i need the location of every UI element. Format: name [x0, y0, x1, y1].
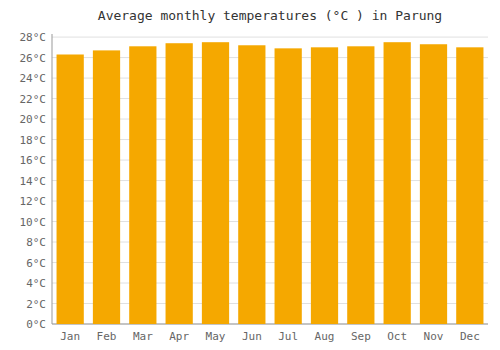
x-tick-label: Dec	[460, 330, 480, 343]
bar	[93, 50, 120, 324]
bar	[347, 46, 374, 324]
x-tick-label: Mar	[133, 330, 153, 343]
x-tick-label: May	[206, 330, 226, 343]
y-tick-label: 8°C	[26, 236, 46, 249]
x-tick-label: Jan	[60, 330, 80, 343]
y-tick-label: 10°C	[20, 216, 47, 229]
y-tick-label: 22°C	[20, 93, 47, 106]
y-tick-label: 4°C	[26, 277, 46, 290]
x-tick-label: Feb	[97, 330, 117, 343]
bars	[57, 42, 484, 324]
y-axis-line	[52, 34, 53, 324]
bar	[57, 54, 84, 324]
y-tick-label: 24°C	[20, 72, 47, 85]
bar	[202, 42, 229, 324]
x-tick-label: Sep	[351, 330, 371, 343]
title: Average monthly temperatures (°C ) in Pa…	[98, 8, 442, 23]
y-tick-label: 28°C	[20, 31, 47, 44]
bar	[384, 42, 411, 324]
x-tick-label: Apr	[169, 330, 189, 343]
bar	[129, 46, 156, 324]
bar	[275, 48, 302, 324]
y-tick-label: 26°C	[20, 52, 47, 65]
y-tick-label: 18°C	[20, 134, 47, 147]
x-tick-label: Jun	[242, 330, 262, 343]
y-tick-label: 0°C	[26, 318, 46, 331]
grid	[52, 37, 488, 324]
bar	[420, 44, 447, 324]
chart: Average monthly temperatures (°C ) in Pa…	[0, 0, 500, 350]
grid-line	[52, 37, 488, 38]
bar	[456, 47, 483, 324]
bar	[311, 47, 338, 324]
x-tick-label: Aug	[315, 330, 335, 343]
y-tick-label: 14°C	[20, 175, 47, 188]
y-tick-label: 12°C	[20, 195, 47, 208]
y-tick-label: 20°C	[20, 113, 47, 126]
y-tick-label: 16°C	[20, 154, 47, 167]
x-tick-label: Jul	[278, 330, 298, 343]
y-tick-label: 6°C	[26, 257, 46, 270]
x-tick-label: Nov	[424, 330, 444, 343]
x-tick-label: Oct	[387, 330, 407, 343]
bar	[238, 45, 265, 324]
bar	[166, 43, 193, 324]
y-tick-label: 2°C	[26, 298, 46, 311]
